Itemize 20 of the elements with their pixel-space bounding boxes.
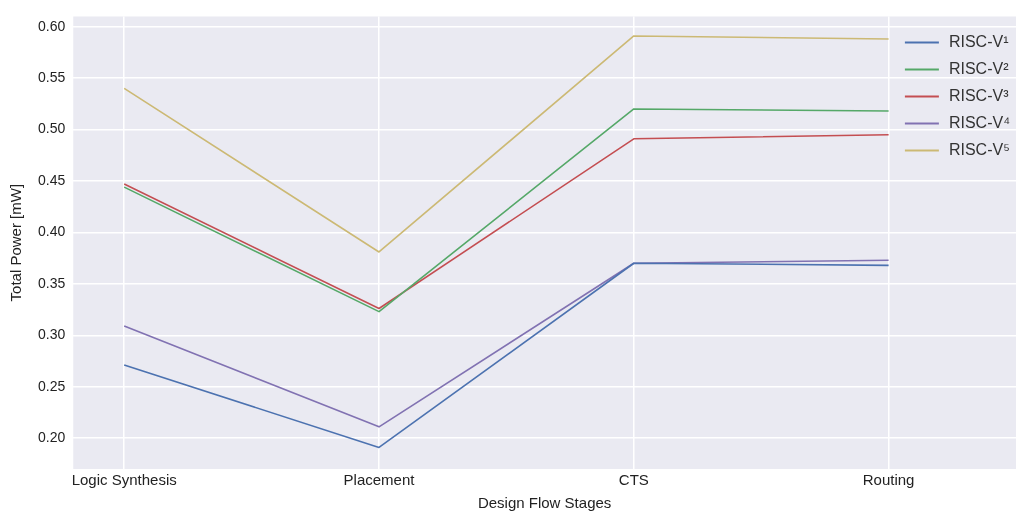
y-tick-label: 0.40	[38, 223, 66, 240]
y-tick-label: 0.50	[38, 120, 66, 137]
legend-label: RISC-V²	[948, 59, 1010, 77]
y-tick-label: 0.60	[38, 17, 66, 34]
x-axis-title: Design Flow Stages	[477, 494, 612, 512]
legend-label: RISC-V⁴	[948, 113, 1011, 131]
legend-label: RISC-V¹	[948, 32, 1009, 50]
y-tick-label: 0.55	[38, 68, 66, 85]
x-tick-label: CTS	[618, 471, 649, 489]
y-tick-label: 0.45	[38, 171, 66, 188]
legend-label: RISC-V⁵	[948, 140, 1010, 158]
y-tick-label: 0.30	[38, 326, 66, 343]
x-tick-label: Placement	[343, 471, 416, 489]
legend-label: RISC-V³	[948, 86, 1010, 104]
y-tick-label: 0.25	[38, 377, 66, 394]
x-tick-label: Routing	[862, 471, 915, 489]
y-tick-label: 0.20	[38, 429, 66, 445]
y-tick-label: 0.35	[38, 274, 66, 291]
x-tick-label: Logic Synthesis	[71, 471, 177, 489]
y-axis-title: Total Power [mW]	[7, 183, 25, 302]
